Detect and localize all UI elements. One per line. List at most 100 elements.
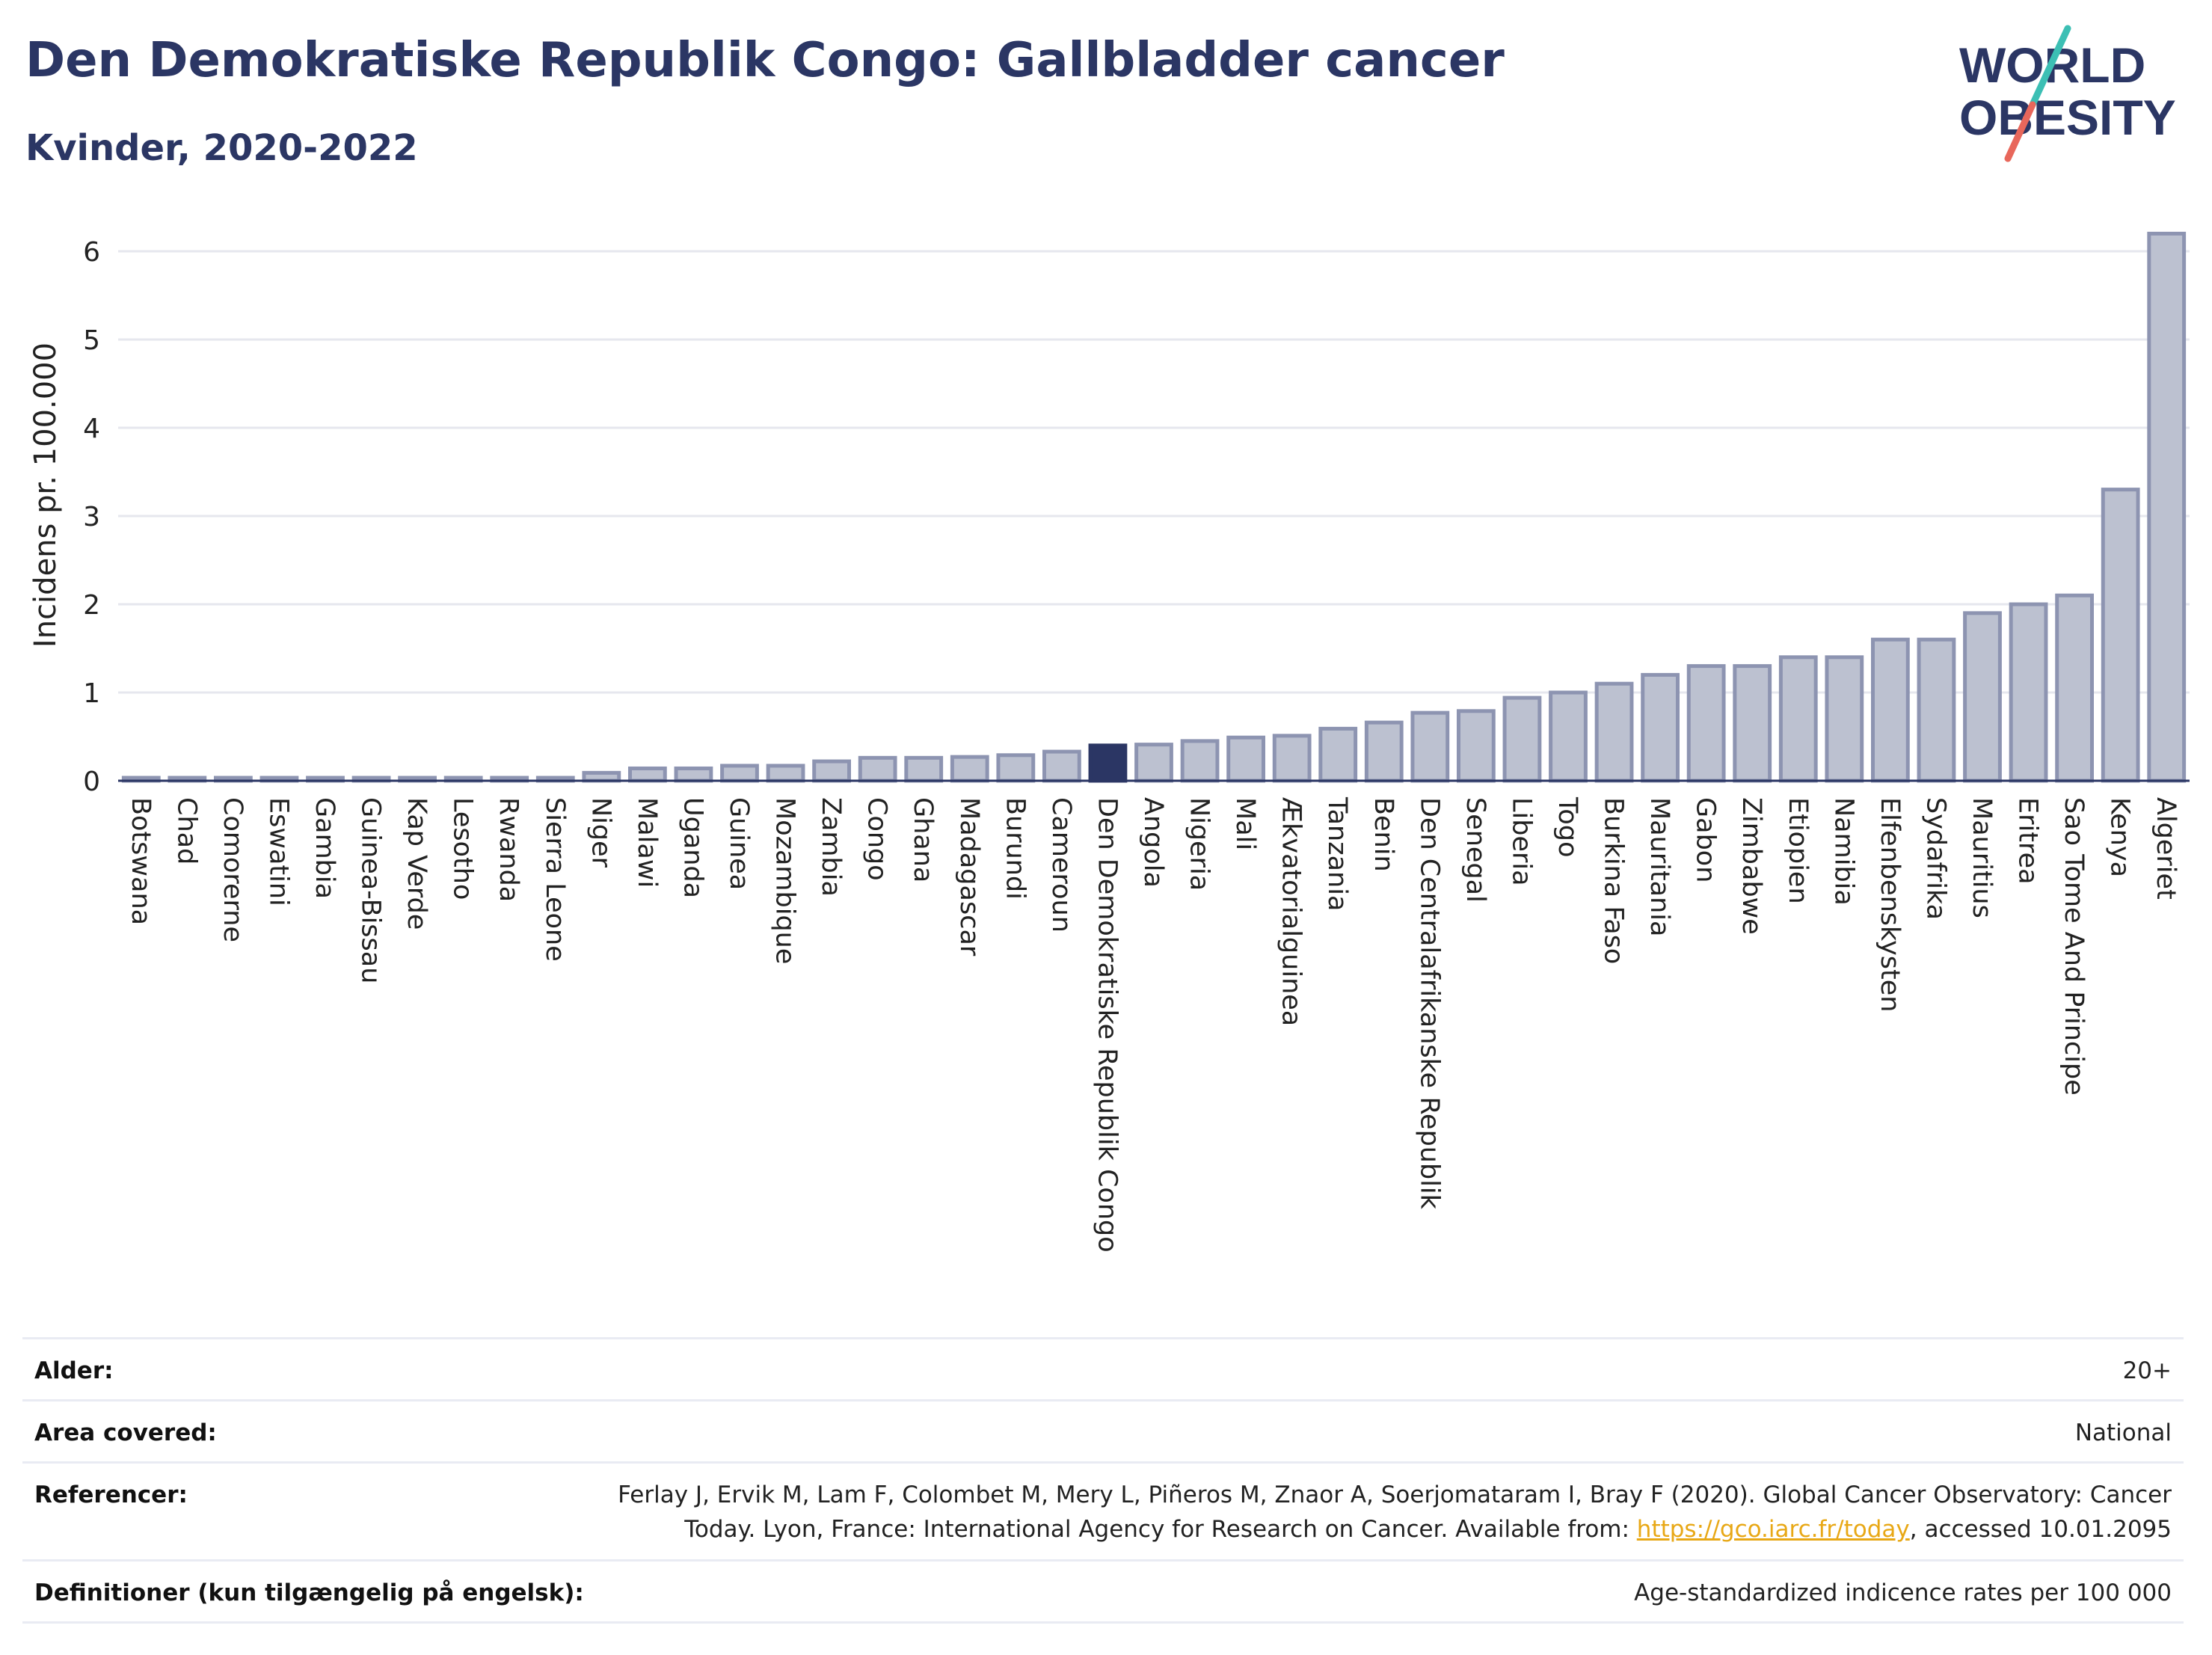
bar [2147,231,2187,783]
x-tick-label: Rwanda [494,797,523,902]
bar [1825,655,1864,783]
x-tick-label: Eswatini [263,797,293,906]
x-tick-label: Nigeria [1185,797,1214,891]
svg-text:OBESITY: OBESITY [1959,90,2176,145]
logo-slash-teal [2029,25,2071,108]
bar [1318,726,1358,783]
info-value-references-line2: Today. Lyon, France: International Agenc… [684,1516,2172,1543]
bar [766,764,805,783]
info-value-area: National [2074,1419,2172,1446]
x-tick-label: Mauritius [1967,797,1997,918]
info-row-references: Referencer: Ferlay J, Ervik M, Lam F, Co… [22,1461,2184,1559]
bar [1226,735,1266,783]
x-tick-label: Zambia [816,797,846,897]
bar [2055,593,2095,783]
x-axis-labels: Botswana Chad Comorerne Eswatini Gambia Guine… [126,796,2181,1253]
info-label-age: Alder: [34,1357,114,1384]
bar [1594,681,1634,783]
x-tick-label: Benin [1368,797,1398,872]
x-tick-label: Angola [1138,797,1168,888]
y-tick-label: 1 [83,678,100,709]
x-tick-label: Elfenbenskysten [1875,797,1905,1012]
info-label-definitions: Definitioner (kun tilgængelig på engelsk… [34,1579,584,1606]
reference-accessed: , accessed 10.01.2095 [1909,1516,2172,1543]
y-tick-label: 5 [83,325,100,356]
y-tick-label: 2 [83,590,100,621]
x-tick-label: Cameroun [1046,797,1076,933]
bar [1134,743,1173,783]
bar [582,770,621,783]
info-table: Alder: 20+ Area covered: National Refere… [22,1337,2184,1624]
x-tick-label: Chad [171,797,201,865]
bar [1778,655,1818,783]
bar [904,755,944,783]
bar-chart: 0 1 2 3 4 5 6 Incidens pr. 100.000 Botswana Cha… [28,231,2190,1253]
bar [1456,709,1496,783]
logo-slash-red [2004,101,2036,162]
bar [1502,696,1542,783]
bar [720,764,759,783]
x-tick-label: Botswana [126,797,156,925]
bar [2101,488,2140,783]
bar [1410,710,1450,783]
x-tick-label: Burundi [1000,797,1030,900]
x-tick-label: Guinea-Bissau [356,797,386,983]
x-tick-label: Uganda [678,797,707,898]
bar [1870,637,1910,783]
page-subtitle: Kvinder, 2020-2022 [25,127,418,169]
info-value-references-line1: Ferlay J, Ervik M, Lam F, Colombet M, Me… [618,1481,2172,1508]
bar [858,755,897,783]
info-label-area: Area covered: [34,1419,217,1446]
bars [121,231,2187,783]
bar [1686,664,1726,783]
y-tick-label: 4 [83,414,100,444]
y-axis-ticks: 0 1 2 3 4 5 6 [83,237,100,797]
x-tick-label: Gabon [1691,797,1721,882]
x-tick-label: Liberia [1506,797,1536,886]
x-tick-label: Gambia [310,797,340,899]
x-tick-label: Ghana [908,797,938,882]
info-value-definitions: Age-standardized indicence rates per 100… [1634,1579,2172,1606]
y-tick-label: 3 [83,502,100,532]
bar [1180,739,1220,783]
x-tick-label: Madagascar [954,797,984,957]
x-tick-label: Tanzania [1322,796,1352,911]
bar [1272,734,1312,783]
bar [627,766,667,783]
x-tick-label: Ækvatorialguinea [1276,797,1306,1026]
x-tick-label: Burkina Faso [1599,797,1629,964]
x-tick-label: Den Demokratiske Republik Congo [1092,797,1122,1253]
x-tick-label: Namibia [1828,797,1858,906]
bar [1364,720,1404,783]
x-tick-label: Comorerne [218,797,248,942]
x-tick-label: Congo [862,797,892,881]
reference-link[interactable]: https://gco.iarc.fr/today [1636,1516,1910,1543]
y-tick-label: 6 [83,237,100,268]
x-tick-label: Malawi [632,797,662,888]
x-tick-label: Algeriet [2151,797,2181,900]
world-obesity-logo: WORLD OBESITY [1959,25,2176,162]
x-tick-label: Lesotho [448,797,478,900]
x-tick-label: Niger [586,797,615,868]
reference-text: Today. Lyon, France: International Agenc… [684,1516,1637,1543]
x-tick-label: Zimbabwe [1736,797,1766,935]
x-tick-label: Guinea [724,797,754,890]
bar [1549,690,1588,783]
x-tick-label: Den Centralafrikanske Republik [1414,797,1444,1210]
bar [812,759,852,783]
x-tick-label: Sierra Leone [540,797,570,962]
bar [1641,672,1680,783]
bar-highlight [1088,743,1128,783]
x-tick-label: Kap Verde [402,797,431,930]
info-label-references: Referencer: [34,1481,188,1508]
bar [1733,664,1772,783]
x-tick-label: Sao Tome And Principe [2059,797,2089,1096]
x-tick-label: Etiopien [1783,797,1813,904]
bar [950,755,989,783]
x-tick-label: Eritrea [2013,797,2043,885]
info-row-definitions: Definitioner (kun tilgængelig på engelsk… [22,1559,2184,1624]
y-axis-label: Incidens pr. 100.000 [28,343,63,648]
bar [1917,637,1956,783]
x-tick-label: Mali [1230,797,1260,850]
x-tick-label: Kenya [2105,797,2135,877]
